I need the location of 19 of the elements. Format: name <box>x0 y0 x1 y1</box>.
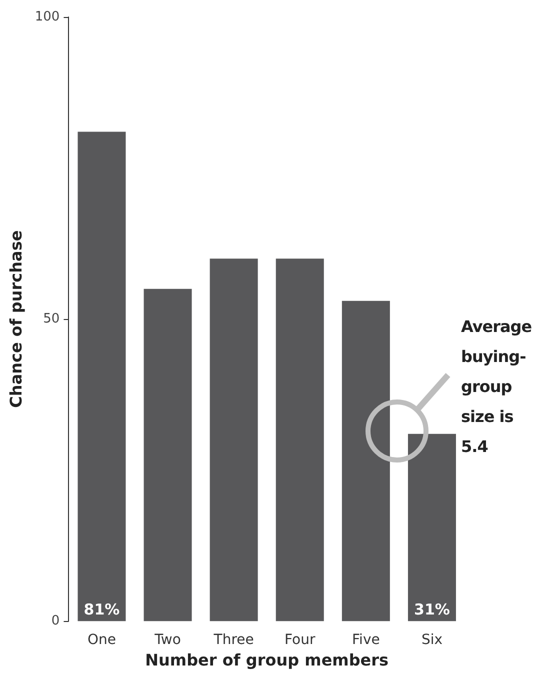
x-tick-label: Four <box>284 632 316 648</box>
x-tick-label: One <box>87 632 116 648</box>
x-tick-label: Two <box>154 632 181 648</box>
x-tick-label: Five <box>352 632 380 648</box>
y-tick-label: 100 <box>34 10 60 24</box>
bar <box>210 258 258 622</box>
y-axis-title: Chance of purchase <box>6 230 26 408</box>
x-axis-title: Number of group members <box>145 650 389 670</box>
data-label: 31% <box>414 600 450 619</box>
bar <box>408 434 456 622</box>
bar <box>78 132 126 622</box>
x-tick-label: Six <box>421 632 443 648</box>
data-label: 81% <box>84 600 120 619</box>
y-tick-label: 0 <box>51 614 60 629</box>
y-tick-label: 50 <box>43 312 60 327</box>
bar <box>144 288 192 622</box>
x-tick-label: Three <box>212 632 254 648</box>
bar <box>276 258 324 622</box>
annotation: Average buying-group size is 5.4 <box>461 316 533 458</box>
